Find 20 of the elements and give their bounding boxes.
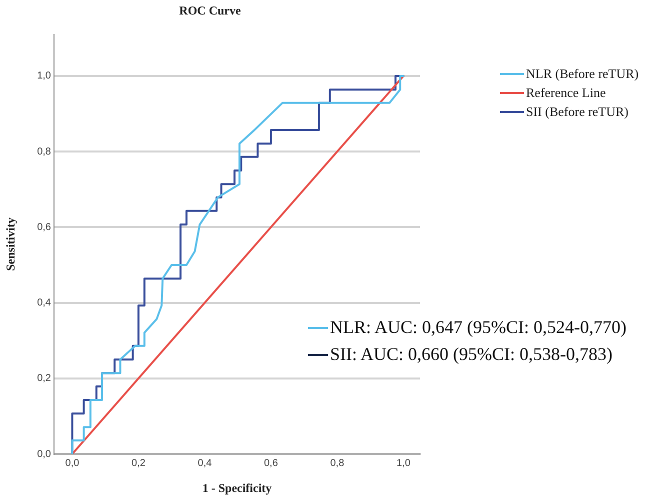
y-tick-label: 0,4 bbox=[37, 298, 52, 309]
y-tick-label: 1,0 bbox=[37, 70, 52, 82]
annotation: SII: AUC: 0,660 (95%CI: 0,538-0,783) bbox=[330, 344, 612, 365]
legend-label: SII (Before reTUR) bbox=[526, 104, 629, 120]
y-tick-label: 0,6 bbox=[37, 222, 52, 233]
x-tick-label: 1,0 bbox=[396, 458, 411, 469]
x-tick-label: 0,4 bbox=[198, 458, 212, 469]
x-axis-title: 1 - Specificity bbox=[202, 480, 272, 495]
x-tick-label: 0,2 bbox=[132, 458, 146, 469]
chart-title: ROC Curve bbox=[179, 3, 242, 18]
legend-label: Reference Line bbox=[526, 84, 606, 100]
x-tick-label: 0,0 bbox=[65, 458, 80, 469]
y-tick-label: 0,8 bbox=[37, 146, 52, 158]
annotation: NLR: AUC: 0,647 (95%CI: 0,524-0,770) bbox=[330, 317, 626, 338]
legend-label: NLR (Before reTUR) bbox=[526, 66, 639, 82]
y-tick-label: 0,0 bbox=[37, 448, 52, 460]
x-tick-label: 0,6 bbox=[264, 458, 278, 469]
x-tick-label: 0,8 bbox=[330, 458, 345, 469]
y-axis-title: Sensitivity bbox=[3, 218, 18, 271]
y-tick-label: 0,2 bbox=[37, 373, 52, 384]
